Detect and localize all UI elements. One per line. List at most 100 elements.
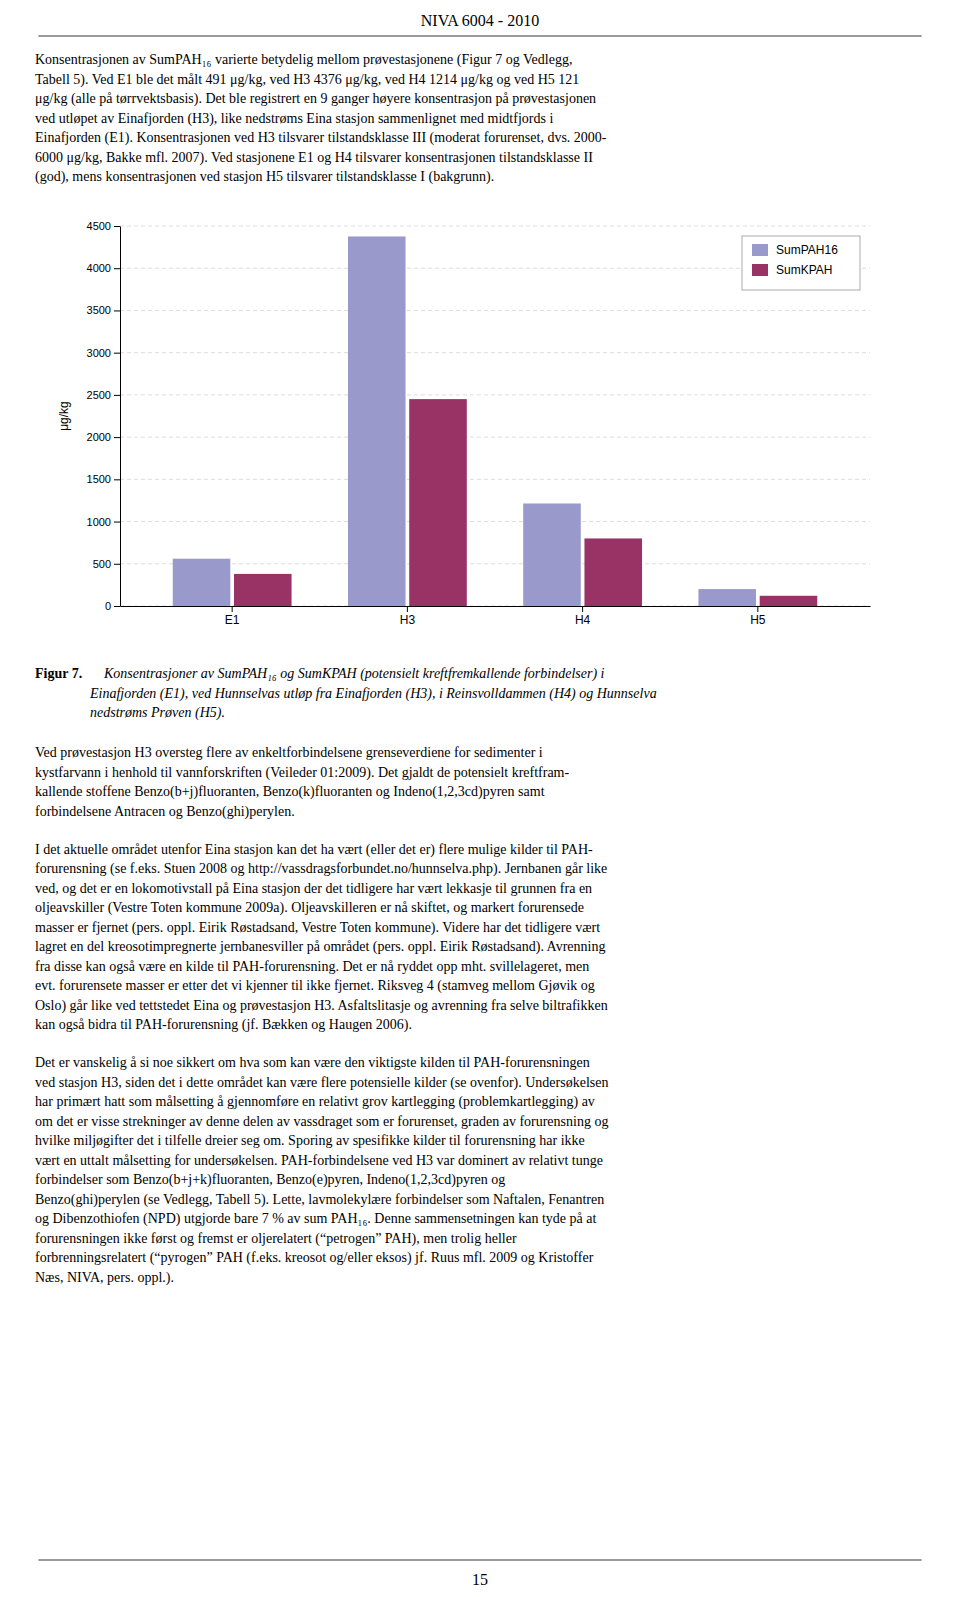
tick: 4500	[87, 220, 120, 232]
paragraph: Det er vanskelig å si noe sikkert om hva…	[35, 1055, 608, 1286]
text-line: kan også bidra til PAH-forurensning (jf.…	[35, 1017, 412, 1033]
text-line: NIVA 6004 - 2010	[421, 12, 539, 29]
axis-line	[120, 227, 121, 607]
grid	[120, 226, 870, 606]
tick: 1500	[87, 473, 120, 485]
bar	[234, 574, 292, 606]
tick-label: H3	[400, 613, 416, 627]
tick: H4	[575, 606, 591, 627]
tick: 3000	[87, 347, 120, 359]
tick-label: H5	[750, 613, 766, 627]
text-line: forurensning (se f.eks. Stuen 2008 og ht…	[35, 861, 607, 877]
text-line: kystfarvann i henhold til vannforskrifte…	[35, 765, 570, 781]
tick-mark	[114, 353, 120, 354]
tick-label: 1500	[87, 473, 111, 485]
tick-mark	[114, 522, 120, 523]
text-line: μg/kg (alle på tørrvektsbasis). Det ble …	[35, 91, 596, 107]
text-line: Einafjorden (E1), ved Hunnselvas utløp f…	[89, 686, 657, 702]
text-line: ved stasjon H3, siden det i dette område…	[35, 1075, 608, 1091]
page-number: 15	[472, 1571, 488, 1588]
tick-mark	[757, 606, 758, 612]
grid-line	[120, 479, 870, 480]
tick-label: 0	[105, 600, 111, 612]
bar	[584, 538, 642, 606]
text-line: (god), mens konsentrasjonen ved stasjon …	[35, 169, 494, 185]
tick-label: 3000	[87, 347, 111, 359]
text-line: forbindelsene Antracen og Benzo(ghi)pery…	[35, 804, 295, 820]
tick: 0	[105, 600, 120, 612]
bar	[173, 559, 231, 606]
tick-mark	[114, 437, 120, 438]
text-line: om det er visse strekninger av denne del…	[35, 1114, 608, 1129]
paragraph: Konsentrasjonen av SumPAH₁₆ varierte bet…	[35, 52, 607, 185]
bar	[523, 503, 581, 606]
grid-line	[120, 310, 870, 311]
text-line: 6000 μg/kg, Bakke mfl. 2007). Ved stasjo…	[35, 150, 593, 166]
legend: SumPAH16 SumKPAH	[742, 236, 860, 290]
tick-label: 4500	[87, 220, 111, 232]
grid-line	[120, 521, 870, 522]
tick-mark	[407, 606, 408, 612]
text-line: forurensningen ikke først og fremst er o…	[35, 1231, 517, 1247]
text-line: vært en uttalt målsetting for undersøkel…	[35, 1153, 603, 1168]
tick: 1000	[87, 516, 120, 528]
legend-label: SumKPAH	[776, 263, 832, 277]
legend-label: SumPAH16	[776, 243, 838, 257]
tick-label: 500	[93, 558, 111, 570]
text-line: Det er vanskelig å si noe sikkert om hva…	[35, 1055, 590, 1070]
bar-series	[234, 399, 817, 606]
tick-mark	[582, 606, 583, 612]
tick-mark	[114, 606, 120, 607]
tick: 2000	[87, 431, 120, 443]
tick-mark	[232, 606, 233, 612]
text-line: Ved prøvestasjon H3 oversteg flere av en…	[35, 745, 543, 760]
grid-line	[120, 352, 870, 353]
axis-title: μg/kg	[57, 401, 71, 431]
page: NIVA 6004 - 2010 Konsentrasjonen av SumPA…	[0, 0, 960, 1597]
tick-mark	[114, 564, 120, 565]
tick: H5	[750, 606, 766, 627]
paragraph: I det aktuelle området utenfor Eina stas…	[35, 842, 608, 1034]
text-line: hvilke miljøgifter det i tilfelle dreier…	[35, 1133, 585, 1148]
text-line: oljeavskiller (Vestre Toten kommune 2009…	[35, 900, 584, 916]
tick: E1	[225, 606, 240, 627]
tick-mark	[114, 395, 120, 396]
text-line: Næs, NIVA, pers. oppl.).	[35, 1270, 174, 1286]
text-line: Tabell 5). Ved E1 ble det målt 491 μg/kg…	[35, 72, 579, 88]
tick-label: 1000	[87, 516, 111, 528]
text-line: fra disse kan også være en kilde til PAH…	[35, 959, 589, 974]
tick-label: 4000	[87, 262, 111, 274]
rule	[38, 1560, 921, 1561]
text-line: lagret en del kreosotimpregnerte jernban…	[35, 939, 605, 955]
bar	[698, 589, 756, 606]
header: NIVA 6004 - 2010	[421, 12, 539, 29]
text-line: ved utløpet av Einafjorden (H3), like ne…	[35, 111, 553, 127]
bar	[348, 236, 406, 606]
bar	[409, 399, 467, 606]
text-line: forbrenningsrelatert (“pyrogen” PAH (f.e…	[35, 1250, 594, 1266]
bar-series	[173, 236, 756, 606]
text-line: Konsentrasjoner av SumPAH₁₆ og SumKPAH (…	[90, 666, 605, 682]
text-line: og Dibenzothiofen (NPD) utgjorde bare 7 …	[35, 1211, 596, 1227]
tick-mark	[114, 310, 120, 311]
text-line: har primært hatt som målsetting å gjenno…	[35, 1094, 595, 1110]
tick-label: 3500	[87, 304, 111, 316]
bar	[760, 596, 818, 606]
grid-line	[120, 437, 870, 438]
legend-swatch	[752, 264, 768, 276]
tick: 2500	[87, 389, 120, 401]
bars	[173, 236, 818, 606]
text-line: 15	[472, 1571, 488, 1588]
caption: Konsentrasjoner av SumPAH₁₆ og SumKPAH (…	[89, 666, 657, 721]
tick-label: 2500	[87, 389, 111, 401]
text-line: nedstrøms Prøven (H5).	[90, 705, 225, 721]
tick-mark	[114, 226, 120, 227]
grid-line	[120, 226, 870, 227]
tick-label: 2000	[87, 431, 111, 443]
tick-label: H4	[575, 613, 591, 627]
grid-line	[120, 563, 870, 564]
text-line: Oslo) går like ved tettstedet Eina og pr…	[35, 998, 608, 1014]
y-axis: 0 500 1000 1500 2000 2500 3000 3500 4000 4500	[87, 220, 121, 612]
tick-label: E1	[225, 613, 240, 627]
text-line: Einafjorden (E1). Konsentrasjonen ved H3…	[35, 130, 607, 146]
